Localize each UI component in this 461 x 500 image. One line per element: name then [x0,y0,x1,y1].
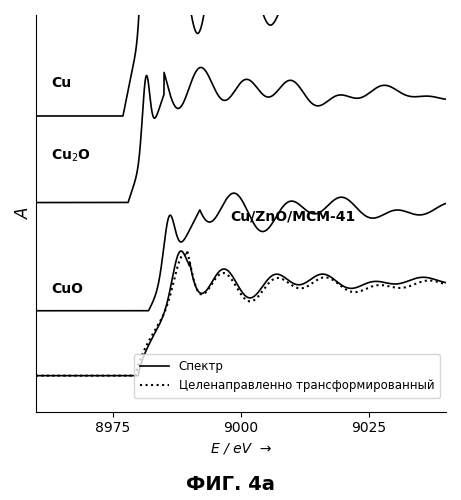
Спектр [435,278,441,283]
Спектр [391,281,396,287]
X-axis label: E / eV  →: E / eV → [211,441,271,455]
Целенаправленно трансформированный [435,279,441,285]
Спектр [208,280,214,286]
Целенаправленно трансформированный [33,372,39,378]
Line: Целенаправленно трансформированный: Целенаправленно трансформированный [36,250,446,376]
Line: Спектр: Спектр [36,251,446,376]
Спектр [104,372,110,378]
Целенаправленно трансформированный [208,282,214,288]
Спектр [80,372,85,378]
Целенаправленно трансформированный [104,372,110,378]
Text: Cu: Cu [51,76,71,90]
Целенаправленно трансформированный [80,372,85,378]
Text: Cu/ZnO/MCM-41: Cu/ZnO/MCM-41 [230,210,356,224]
Целенаправленно трансформированный [190,275,196,281]
Text: CuO: CuO [51,282,83,296]
Text: Cu$_2$O: Cu$_2$O [51,148,91,164]
Целенаправленно трансформированный [184,247,190,253]
Y-axis label: A: A [15,208,33,219]
Спектр [33,372,39,378]
Спектр [190,276,196,281]
Text: ФИГ. 4а: ФИГ. 4а [186,475,275,494]
Спектр [443,280,449,285]
Целенаправленно трансформированный [391,284,396,290]
Спектр [178,248,184,254]
Legend: Спектр, Целенаправленно трансформированный: Спектр, Целенаправленно трансформированн… [134,354,440,398]
Целенаправленно трансформированный [443,282,449,288]
